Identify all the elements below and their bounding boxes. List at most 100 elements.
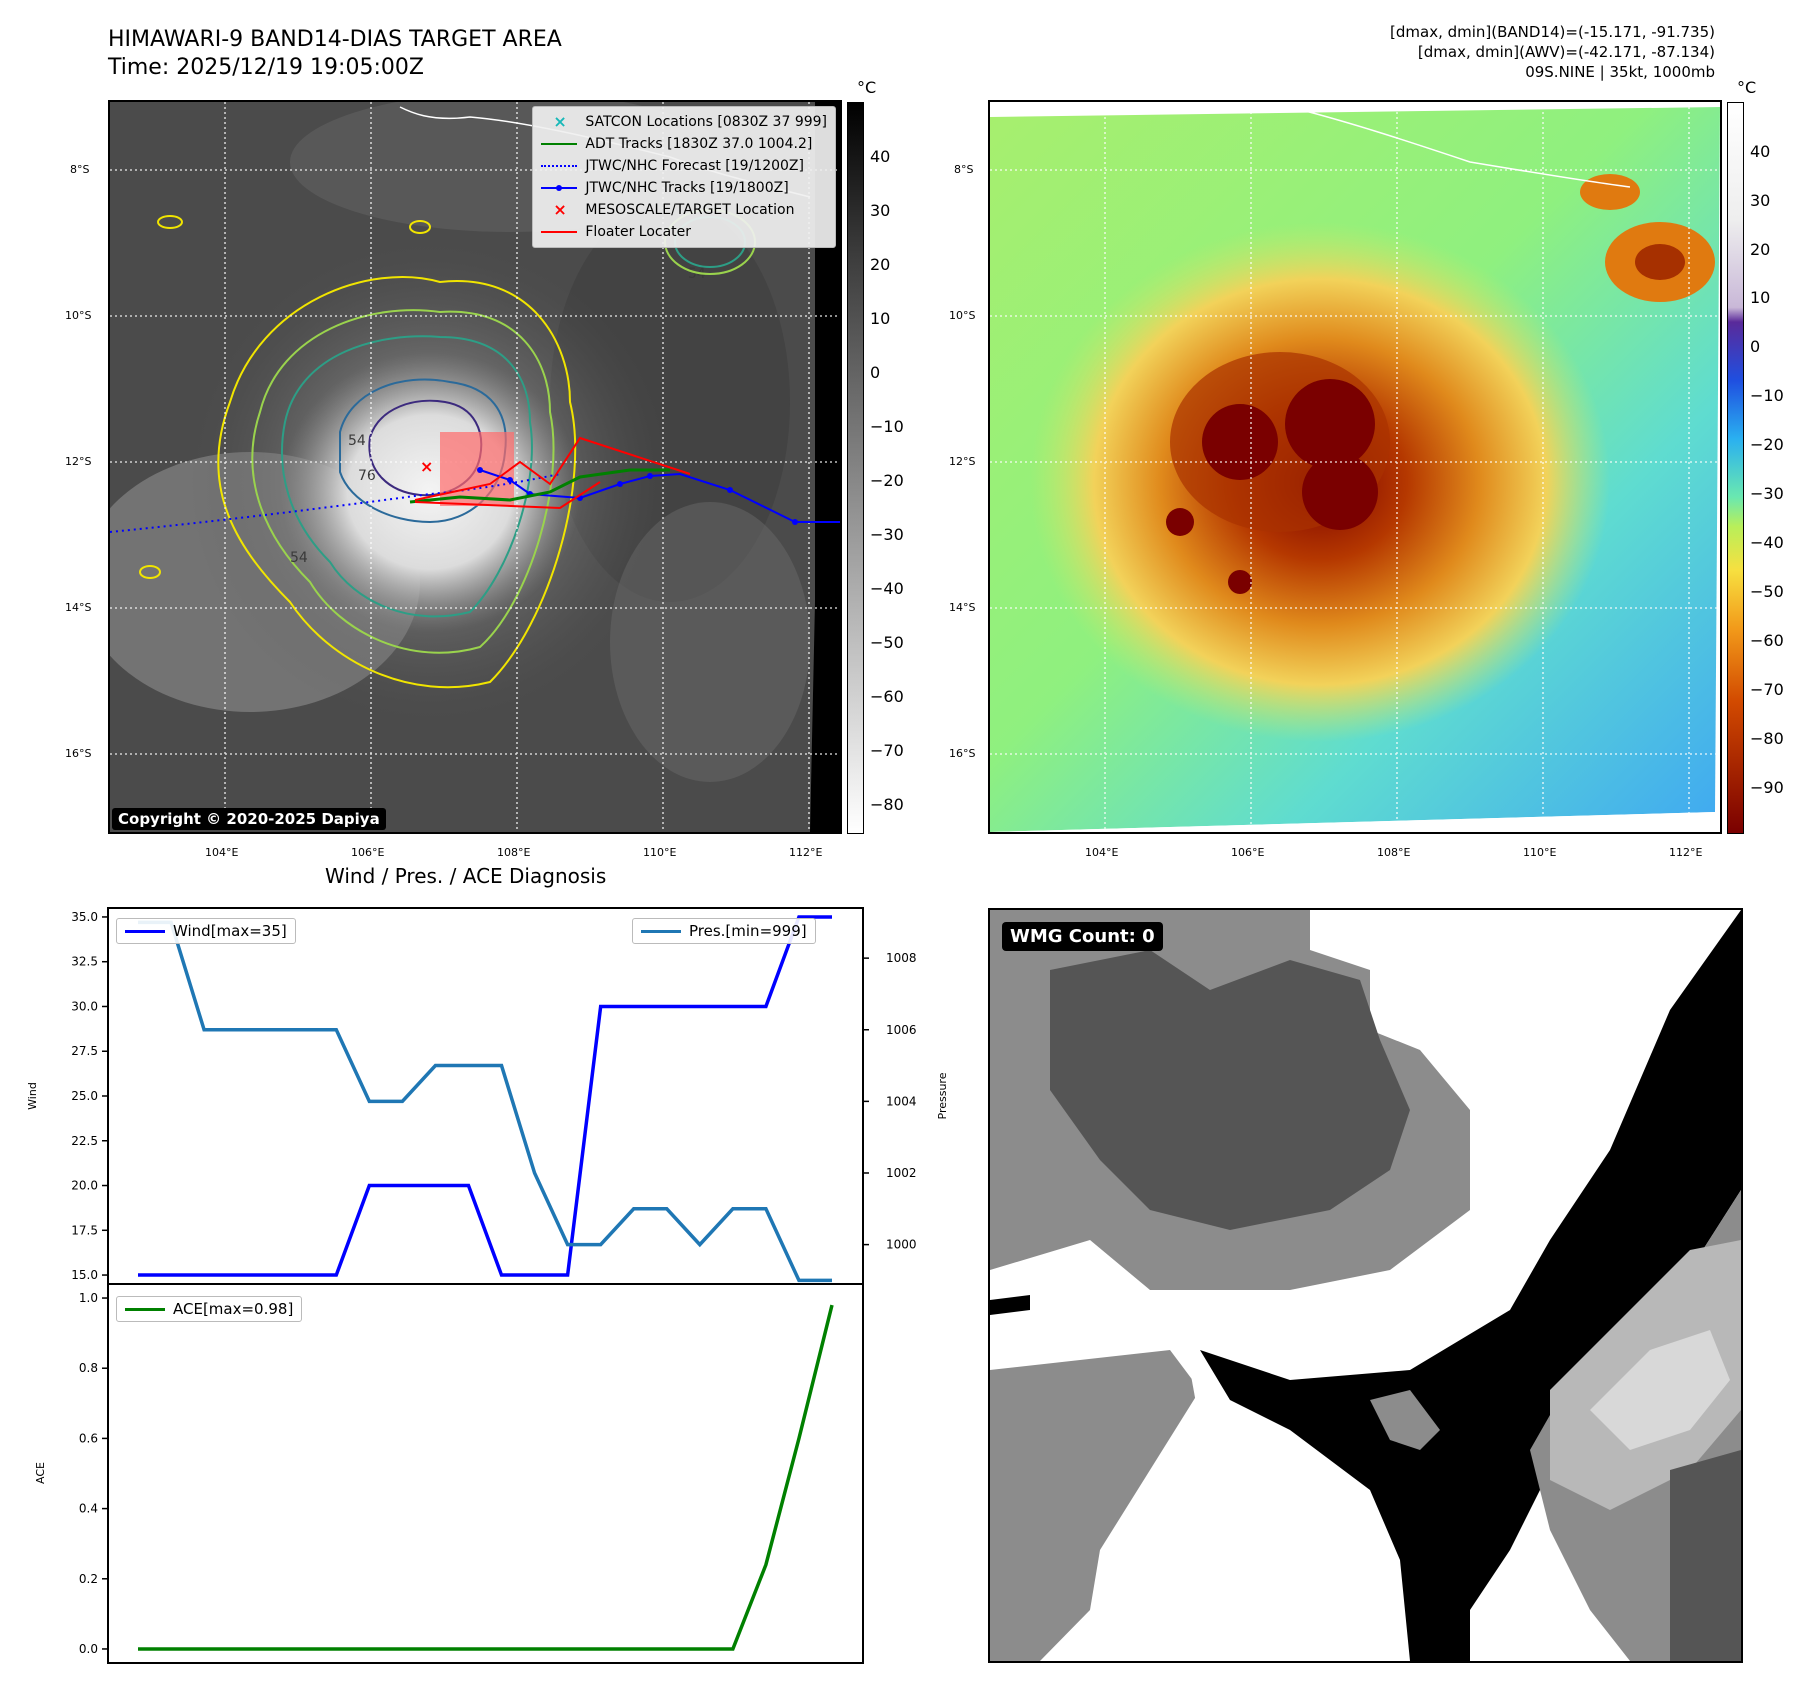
ir-lon-104: 104°E bbox=[205, 846, 239, 859]
floater-locater-line bbox=[414, 436, 691, 501]
wind-tick-4-label: 25.0 bbox=[71, 1089, 98, 1103]
pressure-series-line bbox=[138, 920, 832, 1283]
ace-tick-2-label: 0.6 bbox=[79, 1431, 98, 1445]
ir-lat-16s: 16°S bbox=[65, 747, 92, 760]
ir-lat-10s: 10°S bbox=[65, 309, 92, 322]
ace-series-line bbox=[138, 1304, 834, 1651]
wind-tick-8-label: 15.0 bbox=[71, 1268, 98, 1282]
ir-cb-m60: −60 bbox=[870, 687, 904, 706]
ir-colorbar bbox=[847, 102, 864, 834]
ir-lat-14s: 14°S bbox=[65, 601, 92, 614]
ir-cb-m40: −40 bbox=[870, 579, 904, 598]
awv-cb-m40: −40 bbox=[1750, 533, 1784, 552]
ir-lat-12s: 12°S bbox=[65, 455, 92, 468]
stats-awv: [dmax, dmin](AWV)=(-42.171, -87.134) bbox=[1417, 43, 1715, 61]
ace-tick-5-label: 0.0 bbox=[79, 1642, 98, 1656]
ace-ylabel: ACE bbox=[34, 1462, 47, 1484]
wind-ylabel: Wind bbox=[26, 1082, 39, 1110]
legend-jtwc-forecast-label: JTWC/NHC Forecast [19/1200Z] bbox=[585, 158, 804, 174]
figure-title: HIMAWARI-9 BAND14-DIAS TARGET AREA Time:… bbox=[108, 26, 562, 82]
awv-cb-m30: −30 bbox=[1750, 484, 1784, 503]
awv-cb-m10: −10 bbox=[1750, 386, 1784, 405]
adt-line-icon bbox=[541, 137, 578, 151]
pressure-tick-1-label: 1006 bbox=[886, 1023, 917, 1037]
awv-cb-m80: −80 bbox=[1750, 729, 1784, 748]
wind-series-line bbox=[138, 915, 832, 1277]
awv-lat-12s: 12°S bbox=[949, 455, 976, 468]
ace-tick-4-label: 0.2 bbox=[79, 1572, 98, 1586]
ace-legend: ACE[max=0.98] bbox=[116, 1296, 303, 1322]
wind-legend: Wind[max=35] bbox=[116, 918, 296, 944]
jtwc-track-line bbox=[479, 469, 840, 523]
legend-satcon: × SATCON Locations [0830Z 37 999] bbox=[541, 111, 827, 133]
ir-cb-40: 40 bbox=[870, 147, 891, 166]
awv-cb-m50: −50 bbox=[1750, 582, 1784, 601]
legend-adt-label: ADT Tracks [1830Z 37.0 1004.2] bbox=[585, 136, 813, 152]
target-x-marker: × bbox=[420, 457, 433, 476]
awv-lon-112: 112°E bbox=[1669, 846, 1703, 859]
ace-legend-label: ACE[max=0.98] bbox=[173, 1300, 294, 1318]
pressure-ylabel: Pressure bbox=[936, 1072, 949, 1119]
pressure-tick-2-label: 1004 bbox=[886, 1094, 917, 1108]
pressure-tick-4-label: 1000 bbox=[886, 1238, 917, 1252]
ace-axes-frame bbox=[107, 1283, 864, 1664]
ace-line-icon bbox=[125, 1307, 165, 1311]
ir-lat-8s: 8°S bbox=[70, 163, 90, 176]
awv-cb-10: 10 bbox=[1750, 288, 1771, 307]
stats-header: [dmax, dmin](BAND14)=(-15.171, -91.735) … bbox=[1390, 22, 1715, 82]
contour-label-1: 54 bbox=[348, 433, 366, 449]
ir-legend: × SATCON Locations [0830Z 37 999] ADT Tr… bbox=[532, 106, 836, 248]
wmg-count-badge: WMG Count: 0 bbox=[1002, 922, 1163, 951]
floater-box bbox=[440, 432, 514, 506]
wind-tick-0-label: 35.0 bbox=[71, 910, 98, 924]
ir-cb-m80: −80 bbox=[870, 795, 904, 814]
awv-colorbar bbox=[1727, 102, 1744, 834]
wind-axes-frame bbox=[107, 907, 864, 1285]
awv-cb-0: 0 bbox=[1750, 337, 1761, 356]
awv-lat-16s: 16°S bbox=[949, 747, 976, 760]
pressure-tick-3-label: 1002 bbox=[886, 1166, 917, 1180]
pressure-legend: Pres.[min=999] bbox=[632, 918, 816, 944]
copyright-badge: Copyright © 2020-2025 Dapiya bbox=[112, 808, 386, 830]
legend-jtwc-forecast: JTWC/NHC Forecast [19/1200Z] bbox=[541, 155, 827, 177]
ir-cb-m50: −50 bbox=[870, 633, 904, 652]
title-line-1: HIMAWARI-9 BAND14-DIAS TARGET AREA bbox=[108, 27, 562, 52]
ace-tick-1-label: 0.8 bbox=[79, 1361, 98, 1375]
ir-cb-10: 10 bbox=[870, 309, 891, 328]
wmg-panel: WMG Count: 0 bbox=[988, 908, 1743, 1663]
title-line-2: Time: 2025/12/19 19:05:00Z bbox=[108, 55, 424, 80]
awv-lat-10s: 10°S bbox=[949, 309, 976, 322]
awv-lon-104: 104°E bbox=[1085, 846, 1119, 859]
awv-lon-108: 108°E bbox=[1377, 846, 1411, 859]
awv-lon-110: 110°E bbox=[1523, 846, 1557, 859]
awv-lat-8s: 8°S bbox=[954, 163, 974, 176]
legend-floater-label: Floater Locater bbox=[585, 224, 692, 240]
contour-label-2: 76 bbox=[358, 468, 376, 484]
wind-tick-5-label: 22.5 bbox=[71, 1134, 98, 1148]
contour-label-3: 54 bbox=[688, 266, 706, 282]
jtwc-forecast-line bbox=[110, 473, 561, 533]
line-dot-icon bbox=[541, 181, 578, 195]
ir-colorbar-unit: °C bbox=[857, 78, 877, 97]
awv-cb-m90: −90 bbox=[1750, 778, 1784, 797]
dotted-line-icon bbox=[541, 159, 578, 173]
ir-lon-106: 106°E bbox=[351, 846, 385, 859]
pressure-line-icon bbox=[641, 929, 681, 933]
ir-lon-112: 112°E bbox=[789, 846, 823, 859]
legend-floater: Floater Locater bbox=[541, 221, 827, 243]
ace-tick-0-label: 1.0 bbox=[79, 1291, 98, 1305]
wind-tick-2-label: 30.0 bbox=[71, 999, 98, 1013]
contour-label-4: 54 bbox=[290, 550, 308, 566]
ir-cb-20: 20 bbox=[870, 255, 891, 274]
diagnosis-title: Wind / Pres. / ACE Diagnosis bbox=[325, 864, 607, 888]
awv-colorbar-unit: °C bbox=[1737, 78, 1757, 97]
storm-info: 09S.NINE | 35kt, 1000mb bbox=[1525, 63, 1715, 81]
wind-tick-3-label: 27.5 bbox=[71, 1044, 98, 1058]
wind-tick-1-label: 32.5 bbox=[71, 955, 98, 969]
awv-cb-m60: −60 bbox=[1750, 631, 1784, 650]
ir-lon-110: 110°E bbox=[643, 846, 677, 859]
ir-cb-m20: −20 bbox=[870, 471, 904, 490]
floater-line-icon bbox=[541, 225, 578, 239]
legend-adt: ADT Tracks [1830Z 37.0 1004.2] bbox=[541, 133, 827, 155]
awv-cb-20: 20 bbox=[1750, 240, 1771, 259]
